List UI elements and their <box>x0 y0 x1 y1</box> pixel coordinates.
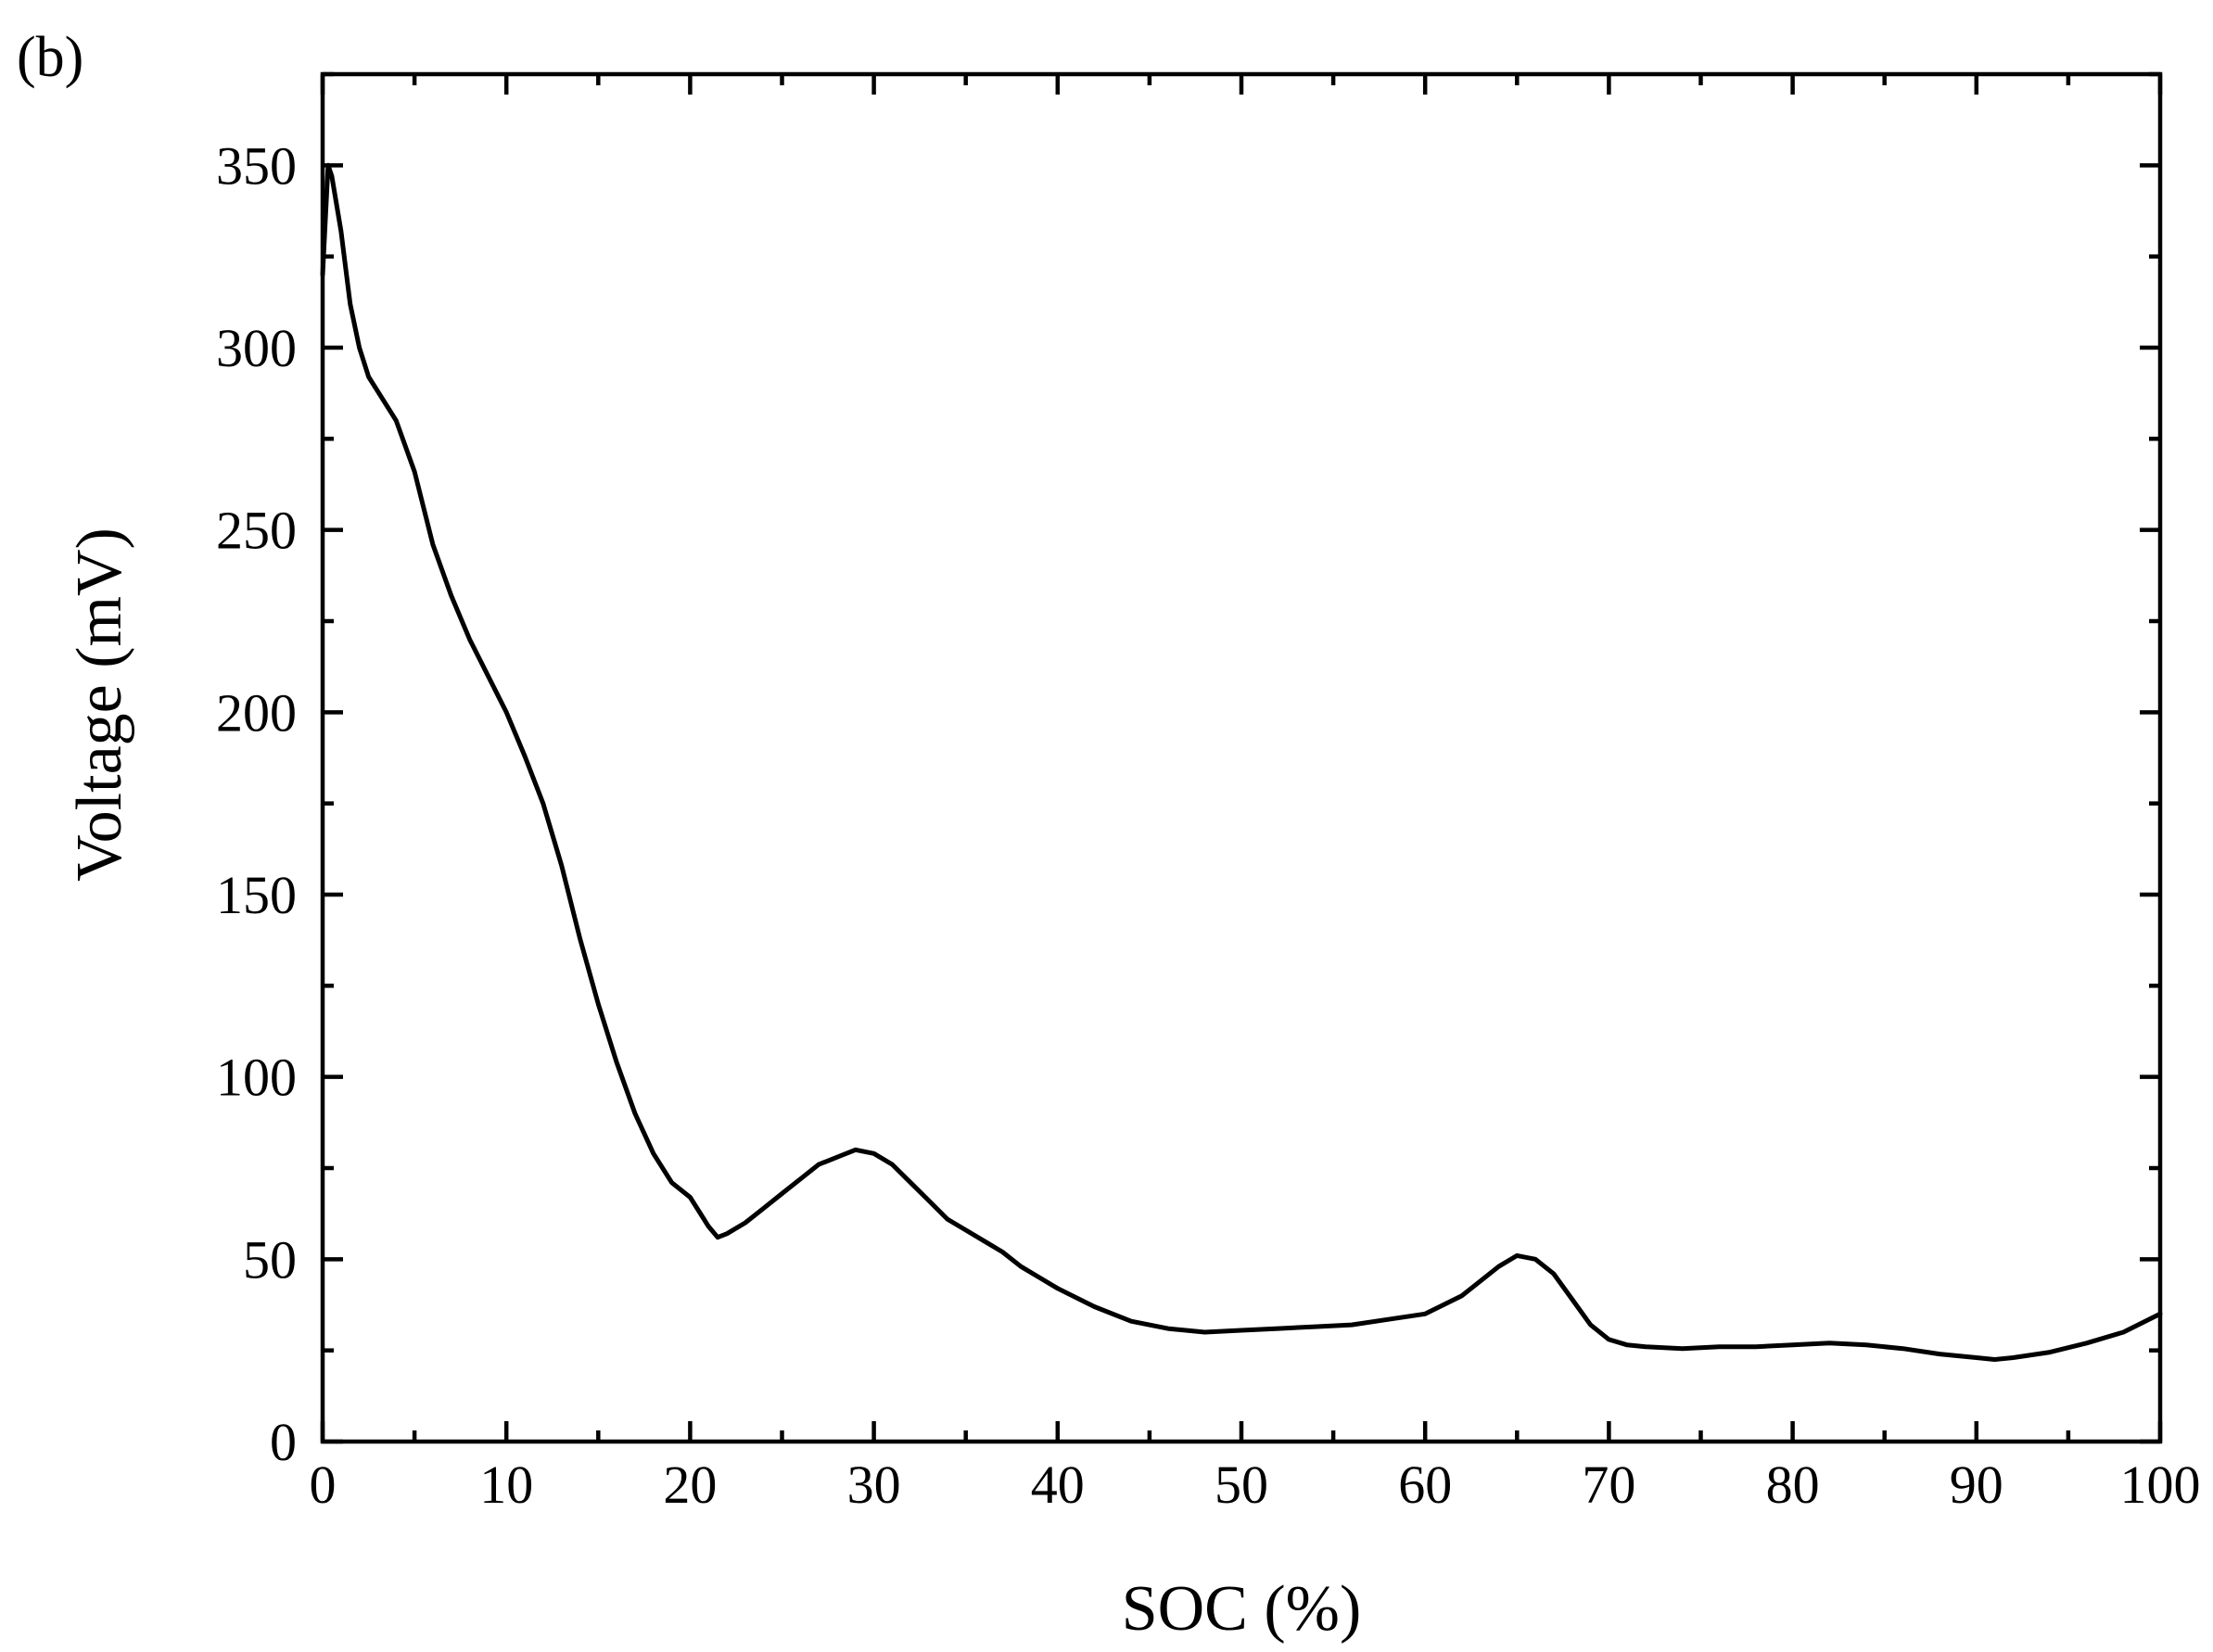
x-tick-label: 60 <box>1398 1455 1452 1515</box>
y-tick-label: 150 <box>216 865 297 925</box>
y-axis-title: Voltage (mV) <box>64 527 135 882</box>
x-tick-label: 70 <box>1582 1455 1635 1515</box>
x-axis-title: SOC (%) <box>1122 1573 1362 1645</box>
series-line-0 <box>320 162 2163 1362</box>
y-tick-label: 0 <box>270 1412 297 1472</box>
x-tick-label: 30 <box>847 1455 901 1515</box>
y-tick-label: 100 <box>216 1048 297 1108</box>
x-tick-label: 90 <box>1950 1455 2003 1515</box>
x-tick-label: 40 <box>1031 1455 1085 1515</box>
tick-labels: 0 10 20 30 40 50 60 70 80 90 100 0 50 100 150 200 250 300… <box>216 135 2201 1515</box>
y-tick-label: 350 <box>216 135 297 196</box>
axis-ticks <box>320 71 2163 1444</box>
x-tick-label: 20 <box>663 1455 717 1515</box>
y-tick-label: 50 <box>243 1229 297 1290</box>
y-tick-label: 300 <box>216 318 297 378</box>
x-tick-label: 100 <box>2120 1455 2201 1515</box>
y-tick-label: 200 <box>216 682 297 743</box>
x-tick-label: 0 <box>310 1455 337 1515</box>
y-tick-label: 250 <box>216 501 297 561</box>
plot-frame <box>320 71 2163 1444</box>
panel-label: (b) <box>17 26 83 89</box>
series-group <box>320 162 2163 1362</box>
x-tick-label: 50 <box>1215 1455 1268 1515</box>
x-tick-label: 80 <box>1766 1455 1820 1515</box>
x-tick-label: 10 <box>479 1455 533 1515</box>
